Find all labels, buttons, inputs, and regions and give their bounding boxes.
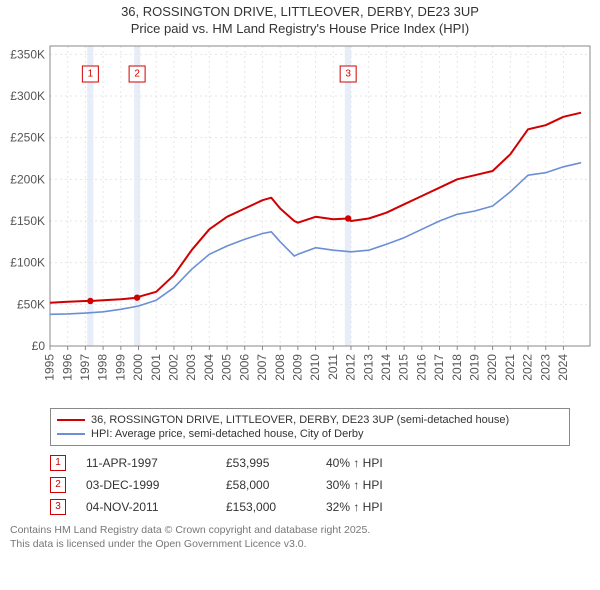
svg-text:2005: 2005: [220, 354, 234, 381]
svg-text:£300K: £300K: [10, 89, 45, 103]
svg-text:2009: 2009: [290, 354, 304, 381]
sale-date: 04-NOV-2011: [86, 500, 206, 514]
svg-text:£200K: £200K: [10, 172, 45, 186]
sale-row: 1 11-APR-1997 £53,995 40% ↑ HPI: [50, 452, 570, 474]
sale-diff: 32% ↑ HPI: [326, 500, 426, 514]
svg-text:£100K: £100K: [10, 256, 45, 270]
svg-text:2022: 2022: [521, 354, 535, 381]
svg-text:2008: 2008: [273, 354, 287, 381]
sale-row: 3 04-NOV-2011 £153,000 32% ↑ HPI: [50, 496, 570, 518]
sale-diff: 30% ↑ HPI: [326, 478, 426, 492]
svg-text:2016: 2016: [414, 354, 428, 381]
sales-table: 1 11-APR-1997 £53,995 40% ↑ HPI 2 03-DEC-1999…: [50, 452, 570, 518]
svg-text:£350K: £350K: [10, 47, 45, 61]
chart-area: £0 £50K £100K £150K £200K £250K £300K £350K 1995…: [0, 42, 600, 402]
svg-text:2000: 2000: [131, 354, 145, 381]
line-chart: £0 £50K £100K £150K £200K £250K £300K £350K 1995…: [0, 42, 600, 402]
svg-text:1998: 1998: [96, 354, 110, 381]
svg-text:2001: 2001: [149, 354, 163, 381]
sale-diff: 40% ↑ HPI: [326, 456, 426, 470]
svg-text:2017: 2017: [432, 354, 446, 381]
svg-text:1: 1: [88, 68, 94, 79]
chart-title-line2: Price paid vs. HM Land Registry's House …: [0, 21, 600, 42]
legend-swatch: [57, 419, 85, 421]
legend-row: 36, ROSSINGTON DRIVE, LITTLEOVER, DERBY,…: [57, 413, 563, 427]
svg-text:2024: 2024: [556, 354, 570, 381]
svg-text:2011: 2011: [326, 354, 340, 380]
svg-text:2007: 2007: [255, 354, 269, 381]
svg-text:2020: 2020: [485, 354, 499, 381]
sale-date: 03-DEC-1999: [86, 478, 206, 492]
sale-marker: 2: [50, 477, 66, 493]
sale-marker: 3: [50, 499, 66, 515]
svg-text:2018: 2018: [450, 354, 464, 381]
svg-text:2013: 2013: [361, 354, 375, 381]
svg-text:2021: 2021: [503, 354, 517, 381]
sale-price: £53,995: [226, 456, 306, 470]
svg-text:2019: 2019: [468, 354, 482, 381]
svg-text:1999: 1999: [113, 354, 127, 381]
svg-text:2012: 2012: [344, 354, 358, 381]
svg-text:£50K: £50K: [17, 297, 45, 311]
legend-label: HPI: Average price, semi-detached house,…: [91, 428, 364, 440]
svg-text:£250K: £250K: [10, 131, 45, 145]
sale-row: 2 03-DEC-1999 £58,000 30% ↑ HPI: [50, 474, 570, 496]
svg-text:2010: 2010: [308, 354, 322, 381]
svg-text:1996: 1996: [60, 354, 74, 381]
svg-text:2014: 2014: [379, 354, 393, 381]
sale-price: £58,000: [226, 478, 306, 492]
chart-title-line1: 36, ROSSINGTON DRIVE, LITTLEOVER, DERBY,…: [0, 0, 600, 21]
footnote-line2: This data is licensed under the Open Gov…: [10, 538, 590, 552]
svg-text:2015: 2015: [397, 354, 411, 381]
svg-text:2: 2: [134, 68, 140, 79]
svg-text:3: 3: [345, 68, 351, 79]
svg-text:£0: £0: [32, 339, 46, 353]
svg-text:2023: 2023: [538, 354, 552, 381]
svg-text:2003: 2003: [184, 354, 198, 381]
svg-text:2002: 2002: [167, 354, 181, 381]
legend: 36, ROSSINGTON DRIVE, LITTLEOVER, DERBY,…: [50, 408, 570, 446]
legend-swatch: [57, 433, 85, 435]
footnote-line1: Contains HM Land Registry data © Crown c…: [10, 524, 590, 538]
sale-price: £153,000: [226, 500, 306, 514]
svg-text:£150K: £150K: [10, 214, 45, 228]
svg-text:1997: 1997: [78, 354, 92, 381]
svg-text:1995: 1995: [43, 354, 57, 381]
sale-date: 11-APR-1997: [86, 456, 206, 470]
svg-text:2006: 2006: [237, 354, 251, 381]
legend-row: HPI: Average price, semi-detached house,…: [57, 427, 563, 441]
footnote: Contains HM Land Registry data © Crown c…: [10, 524, 590, 551]
legend-label: 36, ROSSINGTON DRIVE, LITTLEOVER, DERBY,…: [91, 414, 509, 426]
svg-text:2004: 2004: [202, 354, 216, 381]
sale-marker: 1: [50, 455, 66, 471]
